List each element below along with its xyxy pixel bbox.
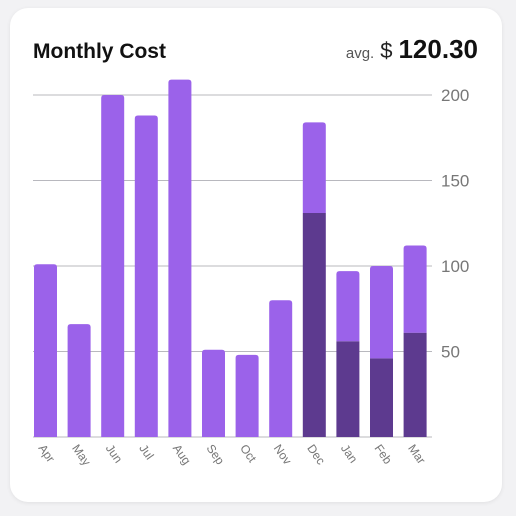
bar-apr — [34, 264, 57, 437]
bar-segment — [403, 332, 427, 437]
bar-segment — [370, 358, 393, 437]
bar-nov — [269, 300, 293, 437]
x-tick-label: Aug — [170, 442, 194, 468]
x-tick-label: May — [69, 442, 93, 469]
bar-mar — [403, 245, 427, 437]
x-tick-label: Jun — [103, 442, 126, 466]
bar-segment — [34, 264, 57, 437]
bar-aug — [168, 79, 192, 438]
average-display: avg. $ 120.30 — [346, 34, 478, 65]
bar-segment — [269, 300, 293, 437]
bar-oct — [235, 354, 259, 437]
bar-segment — [403, 245, 427, 333]
bar-segment — [67, 324, 91, 437]
y-tick-label: 200 — [441, 86, 469, 105]
bar-dec — [302, 122, 326, 437]
bar-segment — [336, 341, 360, 437]
avg-value: 120.30 — [398, 34, 478, 64]
x-tick-label: Dec — [304, 442, 328, 468]
x-tick-label: Jan — [338, 442, 361, 466]
bar-jun — [101, 95, 125, 437]
bar-segment — [134, 115, 158, 438]
bar-jan — [336, 271, 360, 437]
bar-sep — [202, 349, 225, 437]
bar-jul — [134, 115, 158, 438]
x-tick-label: Oct — [237, 442, 260, 466]
x-tick-label: Feb — [372, 442, 396, 467]
y-tick-label: 50 — [441, 343, 460, 362]
bar-segment — [168, 79, 192, 438]
bar-segment — [370, 266, 393, 359]
y-tick-label: 100 — [441, 257, 469, 276]
x-tick-label: Mar — [405, 442, 428, 467]
y-tick-label: 150 — [441, 172, 469, 191]
x-tick-label: Sep — [204, 442, 228, 468]
avg-currency: $ — [380, 38, 393, 63]
bar-may — [67, 324, 91, 437]
x-tick-label: Apr — [36, 442, 58, 465]
bar-segment — [101, 95, 125, 437]
avg-label: avg. — [345, 45, 375, 62]
bar-segment — [202, 349, 225, 437]
chart-title: Monthly Cost — [33, 40, 166, 63]
bar-segment — [302, 212, 326, 437]
x-tick-label: Jul — [136, 442, 156, 463]
bar-segment — [302, 122, 326, 213]
bar-feb — [370, 266, 393, 437]
x-tick-label: Nov — [271, 442, 295, 468]
bar-segment — [336, 271, 360, 342]
bar-segment — [235, 354, 259, 437]
